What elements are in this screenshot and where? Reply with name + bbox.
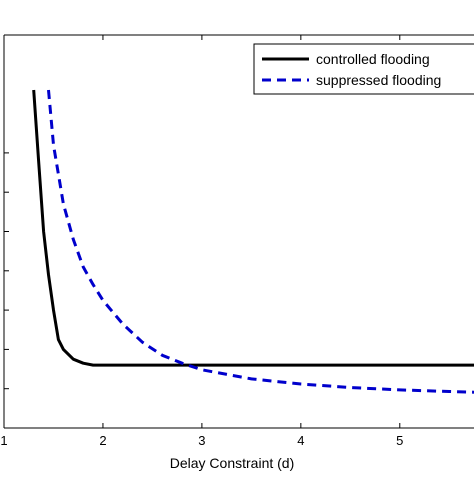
- legend: controlled flooding suppressed flooding: [254, 44, 474, 94]
- x-tick-label: 2: [99, 433, 106, 448]
- x-tick-label: 3: [198, 433, 205, 448]
- legend-label-1: controlled flooding: [316, 51, 430, 67]
- legend-label-2: suppressed flooding: [316, 72, 441, 88]
- x-tick-label: 1: [0, 433, 7, 448]
- x-tick-label: 5: [396, 433, 403, 448]
- x-tick-label: 4: [297, 433, 304, 448]
- x-axis-label: Delay Constraint (d): [170, 455, 295, 471]
